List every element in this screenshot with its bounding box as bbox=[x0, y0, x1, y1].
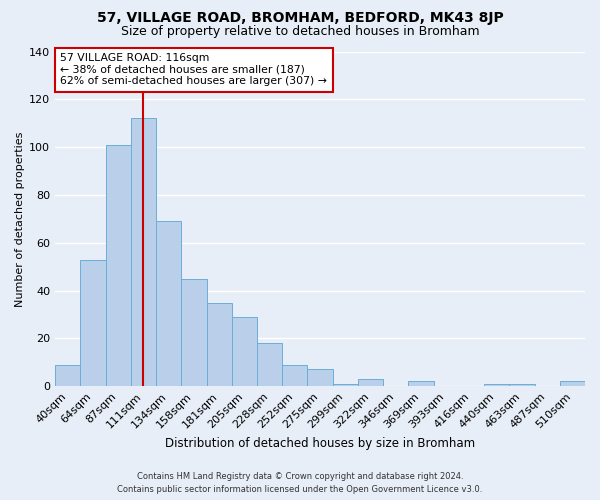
Text: 57 VILLAGE ROAD: 116sqm
← 38% of detached houses are smaller (187)
62% of semi-d: 57 VILLAGE ROAD: 116sqm ← 38% of detache… bbox=[61, 53, 328, 86]
Text: Contains HM Land Registry data © Crown copyright and database right 2024.
Contai: Contains HM Land Registry data © Crown c… bbox=[118, 472, 482, 494]
Bar bbox=[484, 384, 509, 386]
Bar bbox=[332, 384, 358, 386]
Bar bbox=[181, 278, 206, 386]
Bar bbox=[358, 379, 383, 386]
Text: 57, VILLAGE ROAD, BROMHAM, BEDFORD, MK43 8JP: 57, VILLAGE ROAD, BROMHAM, BEDFORD, MK43… bbox=[97, 11, 503, 25]
Bar bbox=[131, 118, 156, 386]
Bar bbox=[206, 302, 232, 386]
Bar bbox=[257, 343, 282, 386]
Bar bbox=[409, 382, 434, 386]
Bar bbox=[106, 144, 131, 386]
Bar bbox=[80, 260, 106, 386]
Bar bbox=[307, 370, 332, 386]
Text: Size of property relative to detached houses in Bromham: Size of property relative to detached ho… bbox=[121, 25, 479, 38]
Bar bbox=[560, 382, 585, 386]
Bar bbox=[55, 364, 80, 386]
Bar bbox=[156, 221, 181, 386]
Bar bbox=[509, 384, 535, 386]
Y-axis label: Number of detached properties: Number of detached properties bbox=[15, 131, 25, 306]
Bar bbox=[282, 364, 307, 386]
Bar bbox=[232, 317, 257, 386]
X-axis label: Distribution of detached houses by size in Bromham: Distribution of detached houses by size … bbox=[165, 437, 475, 450]
